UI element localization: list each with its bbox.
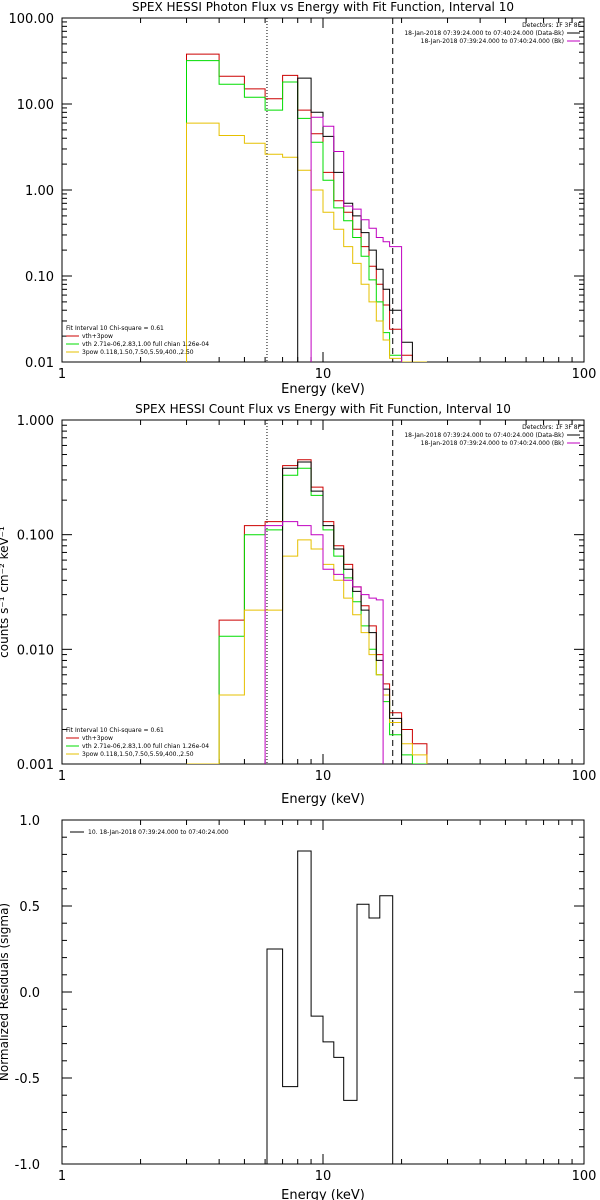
plot-area (266, 850, 394, 1164)
chart-title: SPEX HESSI Count Flux vs Energy with Fit… (135, 402, 511, 416)
series-bk-line (310, 116, 403, 362)
x-tick-label: 10 (315, 1169, 332, 1184)
plot-frame (61, 819, 585, 1165)
legend-entry: 18-Jan-2018 07:39:24.000 to 07:40:24.000… (404, 432, 564, 439)
y-tick-label: 0.010 (17, 643, 54, 658)
x-tick-label: 1 (58, 769, 66, 784)
y-tick-label: 1.0 (19, 814, 40, 829)
legend-entry: 3pow 0.118,1.50,7.50,5.59,400.,2.50 (82, 349, 194, 356)
chart-panel-3: 1 10 100 1.0 0.5 0.0 -0.5 -1.0 Energy (keV) Norma… (0, 814, 596, 1200)
y-tick-label: 0.10 (25, 270, 54, 285)
legend-entry: 3pow 0.118,1.50,7.50,5.59,400.,2.50 (82, 751, 194, 758)
legend-entry: 18-Jan-2018 07:39:24.000 to 07:40:24.000… (421, 38, 564, 45)
x-axis-label: Energy (keV) (281, 382, 365, 397)
y-tick-label: 1.00 (25, 184, 54, 199)
plot-frame (61, 419, 585, 765)
series-bk-line (264, 521, 384, 764)
y-tick-label: 1.000 (17, 414, 54, 429)
y-tick-label: 0.01 (25, 356, 54, 371)
series-data-bk-line (282, 461, 403, 764)
x-tick-label: 1 (58, 1169, 66, 1184)
detectors-label: Detectors: 1F 3F 8F (522, 22, 581, 29)
legend-entry: vth 2.71e-06,2.83,1.00 full chian 1.26e-… (82, 341, 209, 348)
x-tick-label: 100 (572, 367, 597, 382)
legend-entry: Fit Interval 10 Chi-square = 0.61 (66, 727, 164, 734)
legend-entry: vth 2.71e-06,2.83,1.00 full chian 1.26e-… (82, 743, 209, 750)
y-tick-label: 0.001 (17, 758, 54, 773)
legend-entry: vth+3pow (82, 333, 113, 340)
y-tick-label: 0.0 (19, 986, 40, 1001)
series-vth-line (186, 60, 427, 362)
x-tick-label: 100 (572, 769, 597, 784)
x-tick-label: 10 (315, 769, 332, 784)
x-tick-label: 100 (572, 1169, 597, 1184)
series-3pow-line (186, 539, 428, 764)
legend-entry: vth+3pow (82, 735, 113, 742)
y-tick-label: 0.5 (19, 900, 40, 915)
plot-area (186, 18, 427, 362)
series-vth-3pow-line (186, 53, 427, 362)
x-axis-label: Energy (keV) (281, 792, 365, 807)
legend-entry: 18-Jan-2018 07:39:24.000 to 07:40:24.000… (421, 440, 564, 447)
y-axis-label: counts s⁻¹ cm⁻² keV⁻¹ (0, 526, 11, 658)
series-residuals-line (266, 850, 394, 1164)
series-vth-line (186, 467, 427, 764)
x-axis-label: Energy (keV) (281, 1188, 365, 1200)
chart-title: SPEX HESSI Photon Flux vs Energy with Fi… (132, 0, 514, 14)
chart-panel-2: SPEX HESSI Count Flux vs Energy with Fit… (0, 402, 596, 807)
chart-panel-1: SPEX HESSI Photon Flux vs Energy with Fi… (9, 0, 597, 397)
y-tick-label: 100.00 (9, 12, 55, 27)
y-axis-label: Normalized Residuals (sigma) (0, 903, 11, 1081)
y-tick-label: -0.5 (15, 1072, 40, 1087)
series-data-bk-line (297, 77, 413, 362)
plot-area (186, 420, 428, 764)
y-tick-label: 10.00 (17, 98, 54, 113)
legend-entry: 10. 18-Jan-2018 07:39:24.000 to 07:40:24… (88, 829, 229, 836)
y-tick-label: 0.100 (17, 529, 54, 544)
detectors-label: Detectors: 1F 3F 8F (522, 424, 581, 431)
y-tick-label: -1.0 (15, 1158, 40, 1173)
x-tick-label: 10 (315, 367, 332, 382)
legend-entry: Fit Interval 10 Chi-square = 0.61 (66, 325, 164, 332)
legend-entry: 18-Jan-2018 07:39:24.000 to 07:40:24.000… (404, 30, 564, 37)
x-tick-label: 1 (58, 367, 66, 382)
series-3pow-line (186, 122, 427, 362)
